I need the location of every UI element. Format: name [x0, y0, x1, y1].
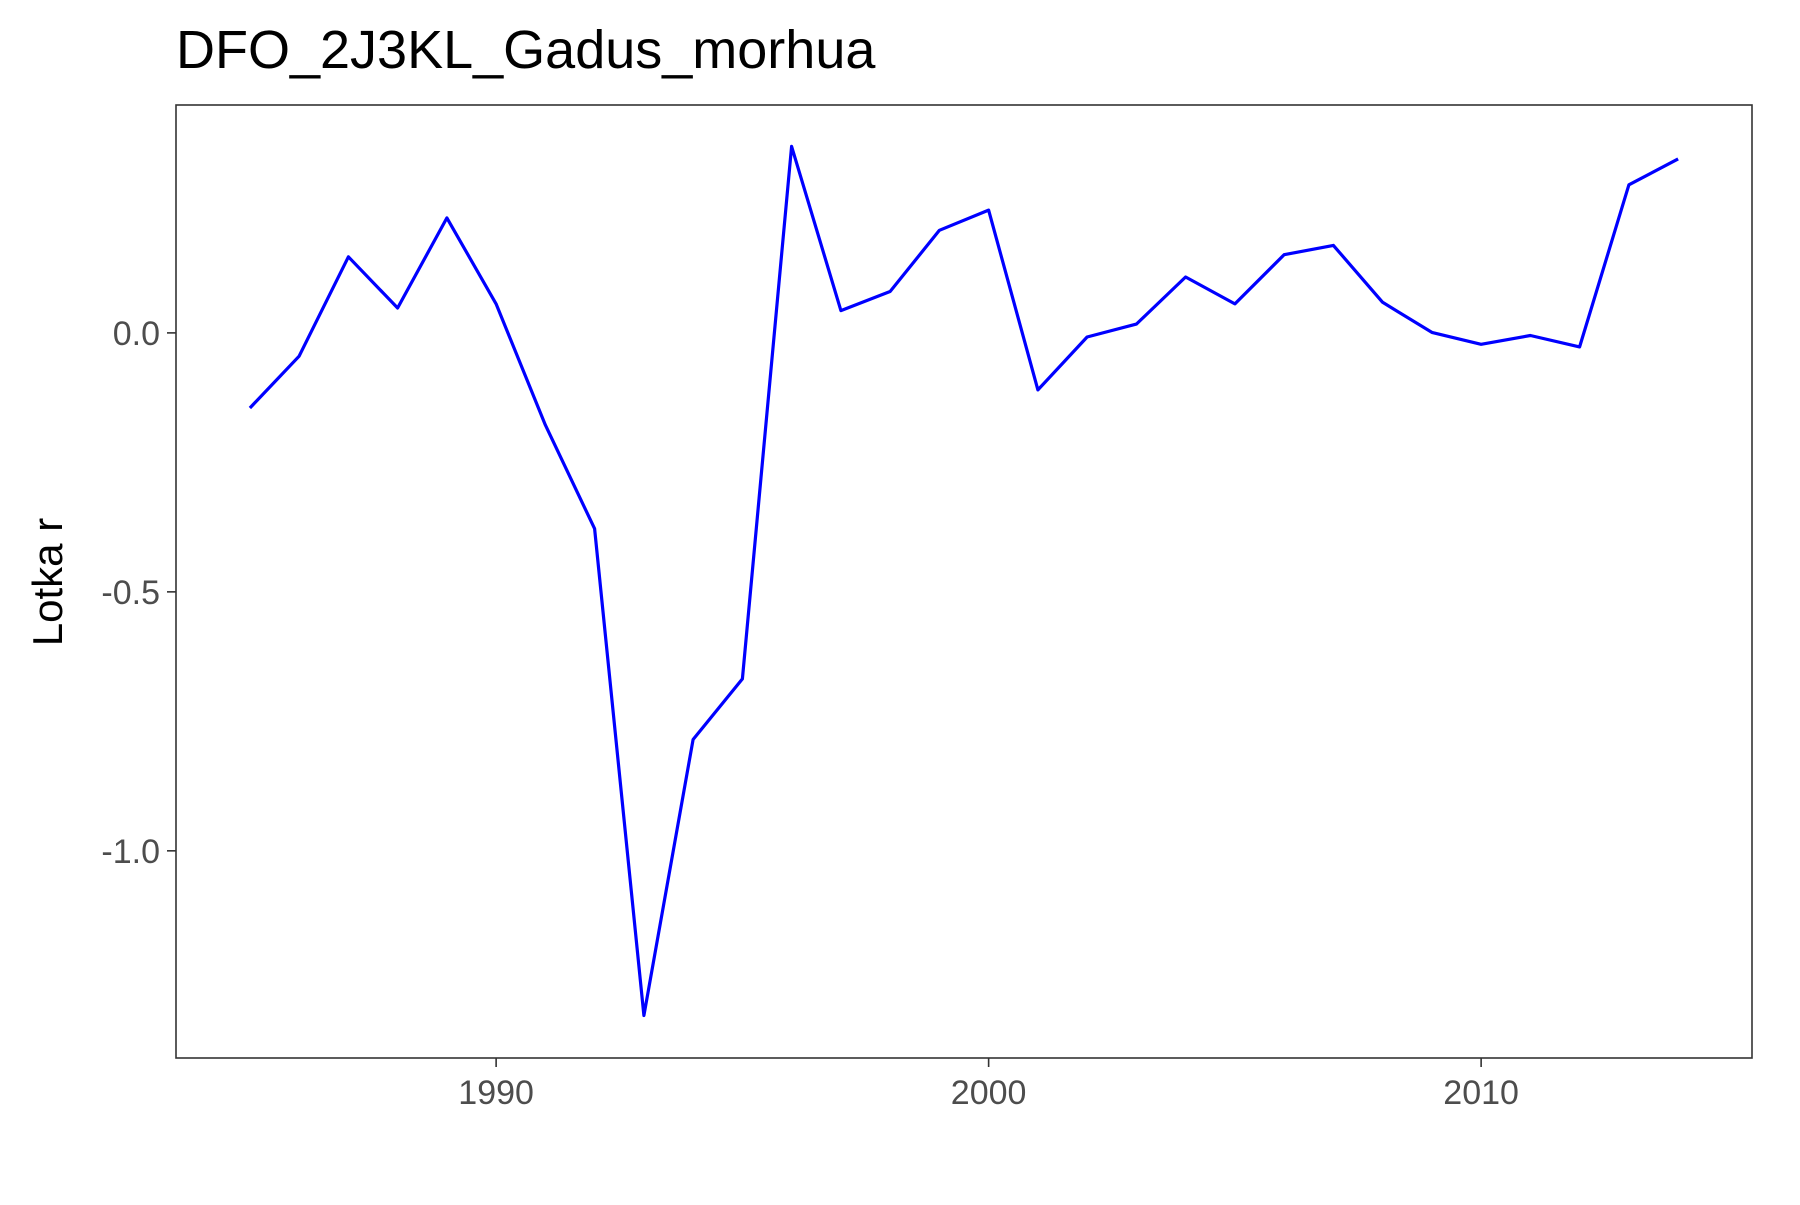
series-layer: [248, 144, 1679, 1018]
y-tick-label: -1.0: [101, 833, 160, 871]
y-axis-title: Lotka r: [24, 518, 71, 646]
x-axis: 1990 2000 2010: [458, 1058, 1519, 1112]
x-tick-label: 1990: [458, 1074, 534, 1112]
y-tick-label: -0.5: [101, 574, 160, 612]
y-axis: 0.0 -0.5 -1.0: [101, 315, 176, 871]
series-line: [248, 144, 1679, 1018]
plot-panel-border: [175, 104, 1753, 1059]
chart-title: DFO_2J3KL_Gadus_morhua: [176, 20, 876, 80]
x-tick-label: 2000: [951, 1074, 1027, 1112]
x-tick-label: 2010: [1443, 1074, 1519, 1112]
y-tick-label: 0.0: [113, 315, 160, 353]
